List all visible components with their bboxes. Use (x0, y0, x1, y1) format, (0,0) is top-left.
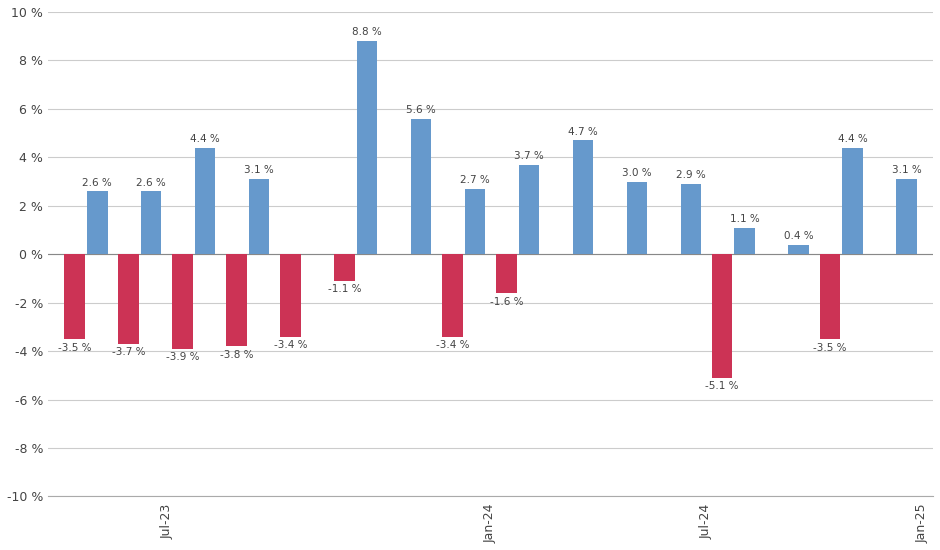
Text: -1.6 %: -1.6 % (490, 296, 523, 306)
Bar (789, 245, 809, 254)
Text: 5.6 %: 5.6 % (406, 105, 436, 115)
Text: -3.4 %: -3.4 % (274, 340, 307, 350)
Bar (734, 228, 755, 254)
Text: -3.8 %: -3.8 % (220, 350, 253, 360)
Text: -3.5 %: -3.5 % (813, 343, 847, 353)
Bar (64, 254, 85, 339)
Bar (334, 254, 354, 281)
Bar (172, 254, 193, 349)
Text: 0.4 %: 0.4 % (784, 231, 813, 241)
Text: 3.1 %: 3.1 % (892, 166, 921, 175)
Text: -3.4 %: -3.4 % (435, 340, 469, 350)
Text: 2.6 %: 2.6 % (136, 178, 166, 188)
Bar (442, 254, 462, 337)
Bar (195, 147, 215, 254)
Bar (227, 254, 246, 346)
Bar (87, 191, 107, 254)
Bar (249, 179, 270, 254)
Text: 4.4 %: 4.4 % (190, 134, 220, 144)
Bar (141, 191, 162, 254)
Text: -1.1 %: -1.1 % (328, 284, 361, 294)
Bar (357, 41, 377, 254)
Bar (842, 147, 863, 254)
Text: -3.9 %: -3.9 % (165, 353, 199, 362)
Text: 8.8 %: 8.8 % (352, 28, 382, 37)
Text: -3.7 %: -3.7 % (112, 348, 146, 358)
Bar (712, 254, 732, 378)
Text: 3.1 %: 3.1 % (244, 166, 274, 175)
Text: 3.7 %: 3.7 % (514, 151, 544, 161)
Text: -5.1 %: -5.1 % (705, 381, 739, 392)
Bar (464, 189, 485, 254)
Text: 1.1 %: 1.1 % (729, 214, 760, 224)
Text: 4.4 %: 4.4 % (838, 134, 868, 144)
Text: 4.7 %: 4.7 % (568, 126, 598, 137)
Text: 2.9 %: 2.9 % (676, 170, 706, 180)
Text: 2.6 %: 2.6 % (83, 178, 112, 188)
Bar (496, 254, 516, 293)
Bar (519, 164, 540, 254)
Text: 3.0 %: 3.0 % (622, 168, 651, 178)
Text: -3.5 %: -3.5 % (58, 343, 91, 353)
Bar (572, 140, 593, 254)
Text: 2.7 %: 2.7 % (460, 175, 490, 185)
Bar (627, 182, 647, 254)
Bar (118, 254, 139, 344)
Bar (897, 179, 916, 254)
Bar (681, 184, 701, 254)
Bar (820, 254, 840, 339)
Bar (280, 254, 301, 337)
Bar (411, 119, 431, 254)
